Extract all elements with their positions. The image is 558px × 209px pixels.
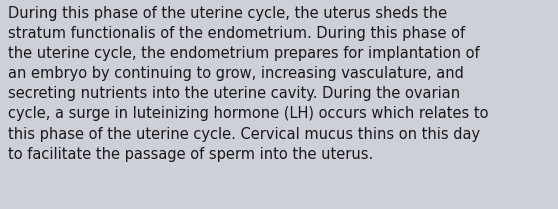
Text: During this phase of the uterine cycle, the uterus sheds the
stratum functionali: During this phase of the uterine cycle, … xyxy=(8,6,489,162)
